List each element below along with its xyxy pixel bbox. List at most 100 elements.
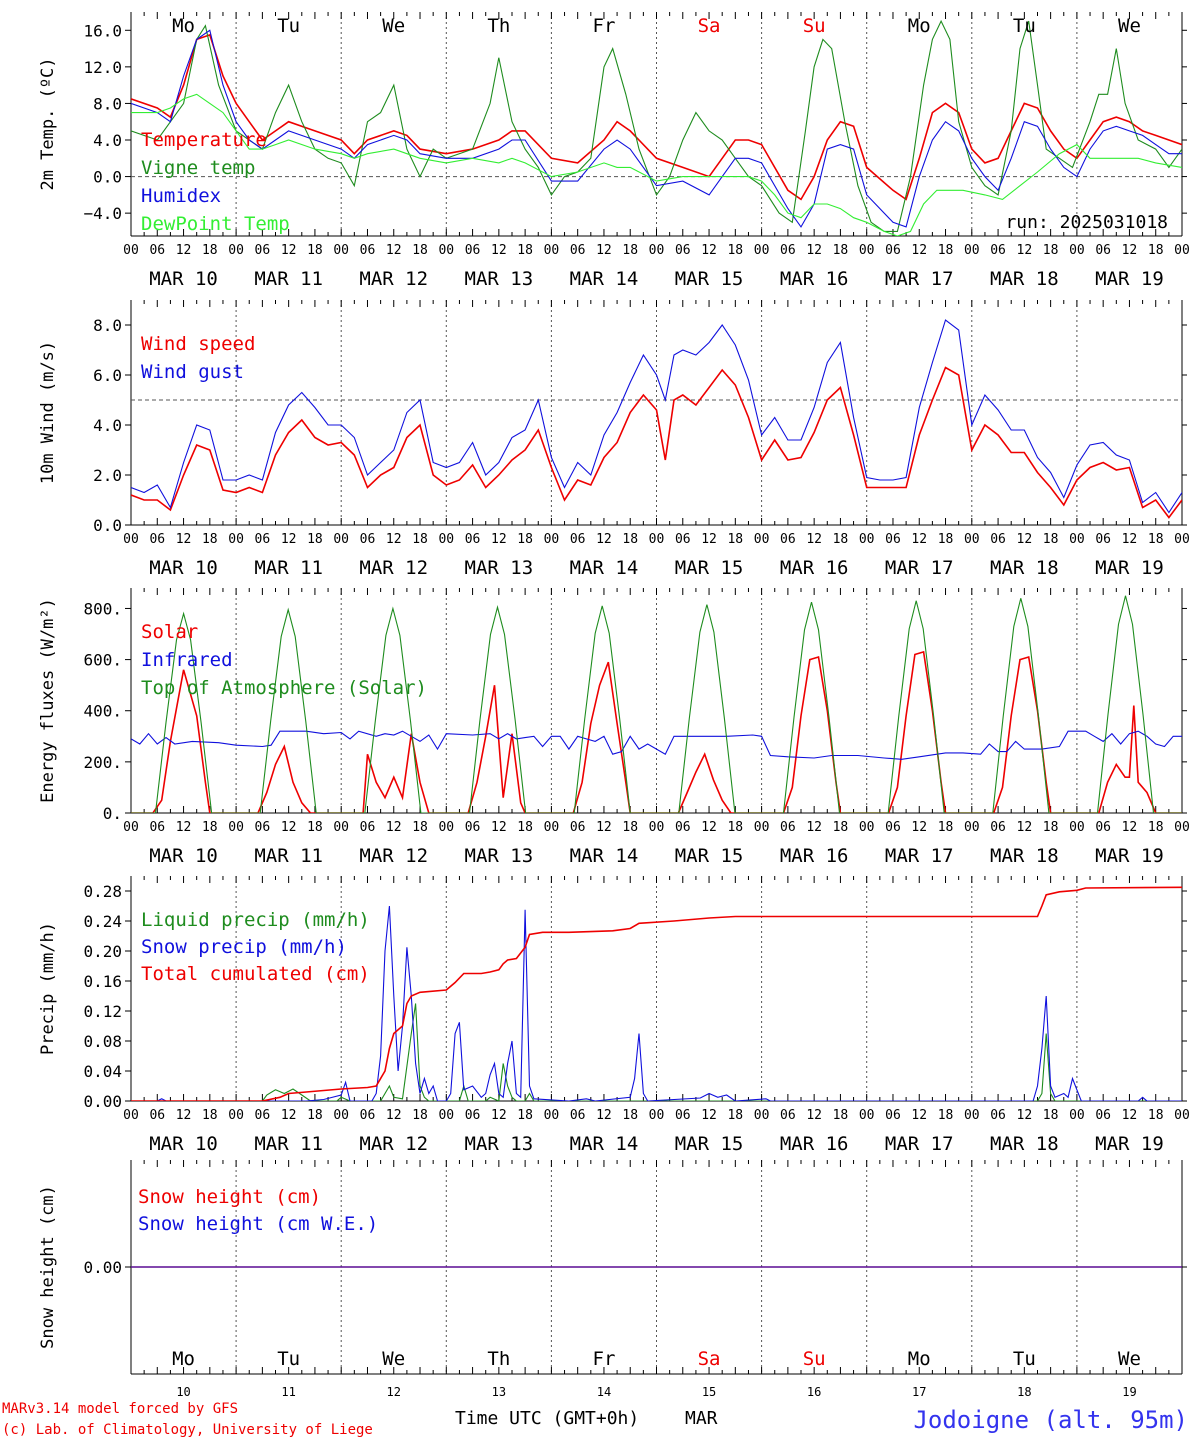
day-number-label: 11: [281, 1385, 295, 1399]
date-label: MAR 16: [780, 845, 849, 867]
hour-tick-label: 00: [754, 243, 770, 258]
hour-tick-label: 12: [1122, 243, 1138, 258]
hour-tick-label: 06: [1095, 532, 1111, 547]
day-number-label: 16: [807, 1385, 821, 1399]
day-of-week-label: Sa: [698, 1348, 721, 1370]
run-label: run: 2025031018: [1005, 212, 1168, 233]
date-label: MAR 11: [254, 557, 323, 579]
hour-tick-label: 18: [202, 820, 218, 835]
legend-entry: Total cumulated (cm): [141, 963, 370, 985]
legend-entry: Snow height (cm): [138, 1186, 321, 1208]
hour-tick-label: 00: [964, 243, 980, 258]
y-tick-label: 4.0: [93, 416, 122, 435]
hour-tick-label: 06: [675, 243, 691, 258]
footer-group: MARv3.14 model forced by GFS (c) Lab. of…: [2, 1401, 1188, 1438]
hour-tick-label: 06: [1095, 820, 1111, 835]
series-group: [131, 19, 1182, 236]
hour-tick-label: 18: [727, 1108, 743, 1123]
hour-tick-label: 00: [333, 532, 349, 547]
panel-5: 0.00 Snow height (cm) Snow height (cm) Snow…: [38, 1160, 1187, 1399]
hour-tick-label: 18: [307, 1108, 323, 1123]
y-tick-label: 0.0: [93, 168, 122, 187]
day-of-week-label: Mo: [908, 15, 931, 37]
hour-tick-label: 18: [1043, 1108, 1059, 1123]
hour-tick-label: 06: [570, 1108, 586, 1123]
hour-tick-label: 12: [386, 243, 402, 258]
hour-tick-label: 00: [754, 1108, 770, 1123]
y-tick-label: 0.00: [83, 1092, 122, 1111]
hour-tick-label: 06: [675, 1108, 691, 1123]
date-label: MAR 15: [675, 268, 744, 290]
day-of-week-label: Tu: [277, 15, 300, 37]
hour-tick-label: 00: [333, 820, 349, 835]
date-label: MAR 12: [359, 1133, 428, 1155]
hour-tick-label: 00: [754, 532, 770, 547]
hour-tick-label: 00: [1069, 1108, 1085, 1123]
hour-tick-label: 18: [1148, 243, 1164, 258]
hour-tick-label: 12: [176, 1108, 192, 1123]
day-of-week-label: Tu: [1013, 1348, 1036, 1370]
legend-entry: Solar: [141, 621, 198, 643]
hour-tick-label: 06: [780, 1108, 796, 1123]
date-label: MAR 13: [465, 845, 534, 867]
y-tick-label: 0.: [103, 804, 122, 823]
date-label: MAR 17: [885, 845, 954, 867]
hour-tick-label: 18: [727, 532, 743, 547]
date-label: MAR 13: [465, 1133, 534, 1155]
hour-tick-label: 12: [281, 1108, 297, 1123]
day-of-week-label: Th: [487, 15, 510, 37]
hour-tick-label: 18: [202, 1108, 218, 1123]
hour-tick-label: 12: [491, 243, 507, 258]
y-axis-title: 2m Temp. (ºC): [38, 57, 58, 190]
date-label: MAR 13: [465, 557, 534, 579]
hour-tick-label: 00: [438, 243, 454, 258]
y-tick-label: 0.08: [83, 1032, 122, 1051]
y-tick-label: 0.00: [83, 1258, 122, 1277]
hour-tick-label: 06: [149, 1108, 165, 1123]
y-tick-label: 0.12: [83, 1002, 122, 1021]
hour-tick-label: 06: [990, 243, 1006, 258]
hour-tick-label: 12: [386, 1108, 402, 1123]
hour-tick-label: 12: [701, 532, 717, 547]
date-label: MAR 15: [675, 1133, 744, 1155]
hour-tick-label: 18: [202, 243, 218, 258]
hour-tick-label: 12: [1017, 1108, 1033, 1123]
hour-tick-label: 06: [1095, 1108, 1111, 1123]
hour-tick-label: 00: [1069, 532, 1085, 547]
hour-tick-label: 12: [281, 820, 297, 835]
hour-tick-label: 06: [885, 1108, 901, 1123]
legend-entry: Top of Atmosphere (Solar): [141, 677, 427, 699]
hour-tick-label: 06: [570, 820, 586, 835]
day-of-week-label: We: [1118, 15, 1141, 37]
hour-tick-label: 18: [622, 820, 638, 835]
date-label: MAR 14: [570, 268, 639, 290]
legend-entry: Temperature: [141, 129, 267, 151]
hour-tick-label: 18: [833, 532, 849, 547]
y-tick-label: 12.0: [83, 58, 122, 77]
y-tick-label: 16.0: [83, 21, 122, 40]
hour-tick-label: 00: [1069, 243, 1085, 258]
hour-tick-label: 12: [806, 532, 822, 547]
hour-tick-label: 18: [1148, 820, 1164, 835]
hour-tick-label: 00: [544, 243, 560, 258]
hour-tick-label: 00: [859, 1108, 875, 1123]
hour-tick-label: 06: [990, 820, 1006, 835]
date-label: MAR 15: [675, 845, 744, 867]
date-label: MAR 19: [1095, 557, 1164, 579]
series-line-wind-speed: [131, 366, 1182, 519]
day-number-label: 12: [387, 1385, 401, 1399]
hour-tick-label: 12: [386, 820, 402, 835]
hour-tick-label: 18: [517, 820, 533, 835]
hour-tick-label: 12: [176, 532, 192, 547]
hour-tick-label: 18: [412, 820, 428, 835]
day-number-label: 19: [1122, 1385, 1136, 1399]
date-label: MAR 18: [990, 557, 1059, 579]
hour-tick-label: 12: [911, 820, 927, 835]
hour-tick-label: 00: [1174, 243, 1190, 258]
date-label: MAR 19: [1095, 845, 1164, 867]
hour-tick-label: 06: [360, 1108, 376, 1123]
day-of-week-label: Mo: [172, 1348, 195, 1370]
hour-tick-label: 18: [833, 243, 849, 258]
hour-tick-label: 06: [255, 243, 271, 258]
hour-tick-label: 12: [281, 243, 297, 258]
